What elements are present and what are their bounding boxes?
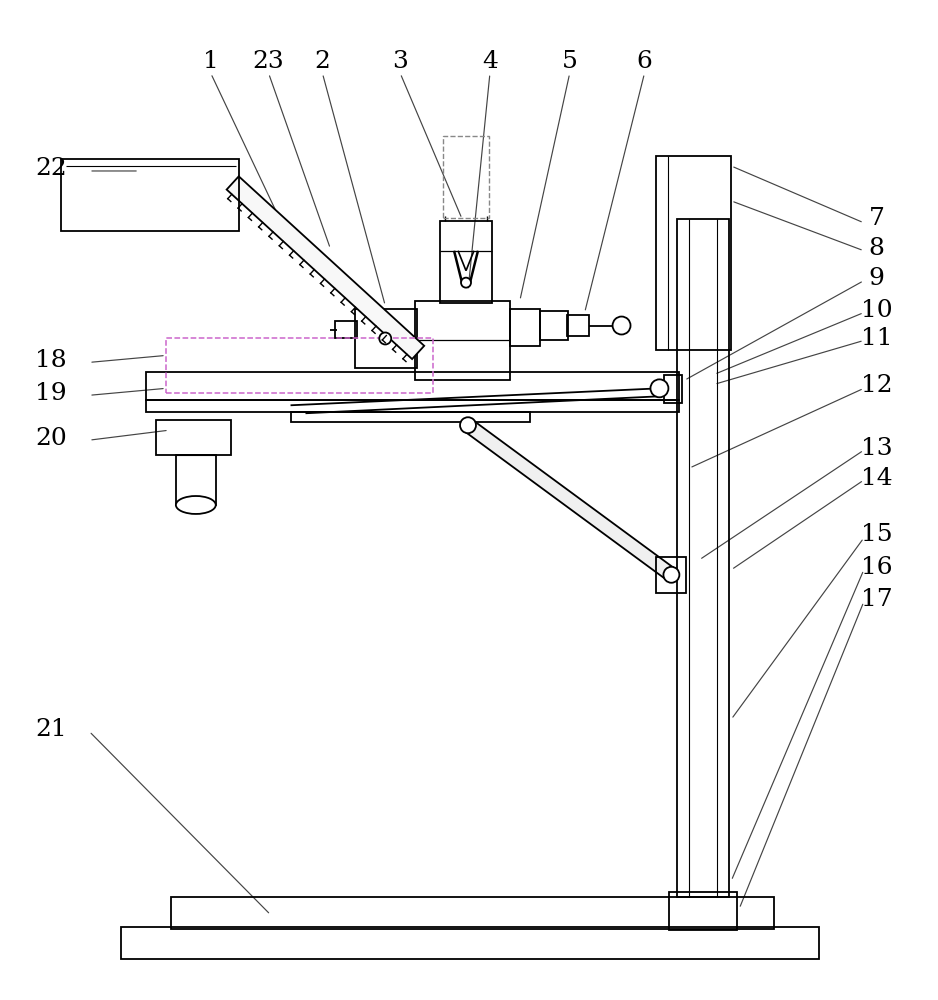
Text: 23: 23 — [252, 50, 284, 73]
Circle shape — [460, 417, 476, 433]
Bar — [677, 219, 729, 897]
Bar — [336, 321, 357, 338]
Text: 15: 15 — [861, 523, 893, 546]
Polygon shape — [464, 420, 675, 580]
Text: 7: 7 — [869, 207, 885, 230]
Text: 2: 2 — [314, 50, 330, 73]
Text: 5: 5 — [562, 50, 578, 73]
Bar — [175, 455, 216, 505]
Bar — [146, 372, 679, 400]
Text: 10: 10 — [861, 299, 893, 322]
Text: 14: 14 — [861, 467, 893, 490]
Bar — [291, 412, 530, 422]
Bar — [61, 159, 238, 231]
Circle shape — [613, 317, 630, 334]
Bar — [416, 301, 510, 380]
Text: 21: 21 — [36, 718, 67, 741]
Bar — [539, 311, 567, 340]
Bar — [356, 309, 417, 368]
Text: 18: 18 — [36, 349, 67, 372]
Bar — [657, 557, 687, 593]
Bar — [657, 156, 732, 350]
Text: 3: 3 — [392, 50, 408, 73]
Text: 20: 20 — [36, 427, 68, 450]
Bar — [440, 221, 492, 303]
Bar — [443, 136, 489, 218]
Text: 9: 9 — [869, 267, 885, 290]
Text: 6: 6 — [637, 50, 653, 73]
Circle shape — [663, 567, 679, 583]
Text: 19: 19 — [36, 382, 67, 405]
Bar — [171, 897, 774, 929]
Bar — [166, 338, 433, 393]
Bar — [510, 309, 539, 346]
Polygon shape — [227, 176, 424, 359]
Bar — [146, 400, 679, 412]
Circle shape — [379, 332, 391, 344]
Text: 4: 4 — [482, 50, 498, 73]
Circle shape — [461, 278, 471, 288]
Text: 12: 12 — [861, 374, 893, 397]
Ellipse shape — [175, 496, 216, 514]
Text: 13: 13 — [861, 437, 893, 460]
Text: 16: 16 — [861, 556, 893, 579]
Text: 8: 8 — [869, 237, 885, 260]
Text: 17: 17 — [861, 588, 893, 611]
Text: 22: 22 — [36, 157, 68, 180]
Text: 1: 1 — [203, 50, 219, 73]
Bar — [567, 315, 589, 336]
Bar — [664, 375, 682, 403]
Circle shape — [650, 379, 669, 397]
Text: 11: 11 — [861, 327, 893, 350]
Bar — [670, 892, 737, 930]
Bar — [121, 927, 819, 959]
Bar — [156, 420, 231, 455]
